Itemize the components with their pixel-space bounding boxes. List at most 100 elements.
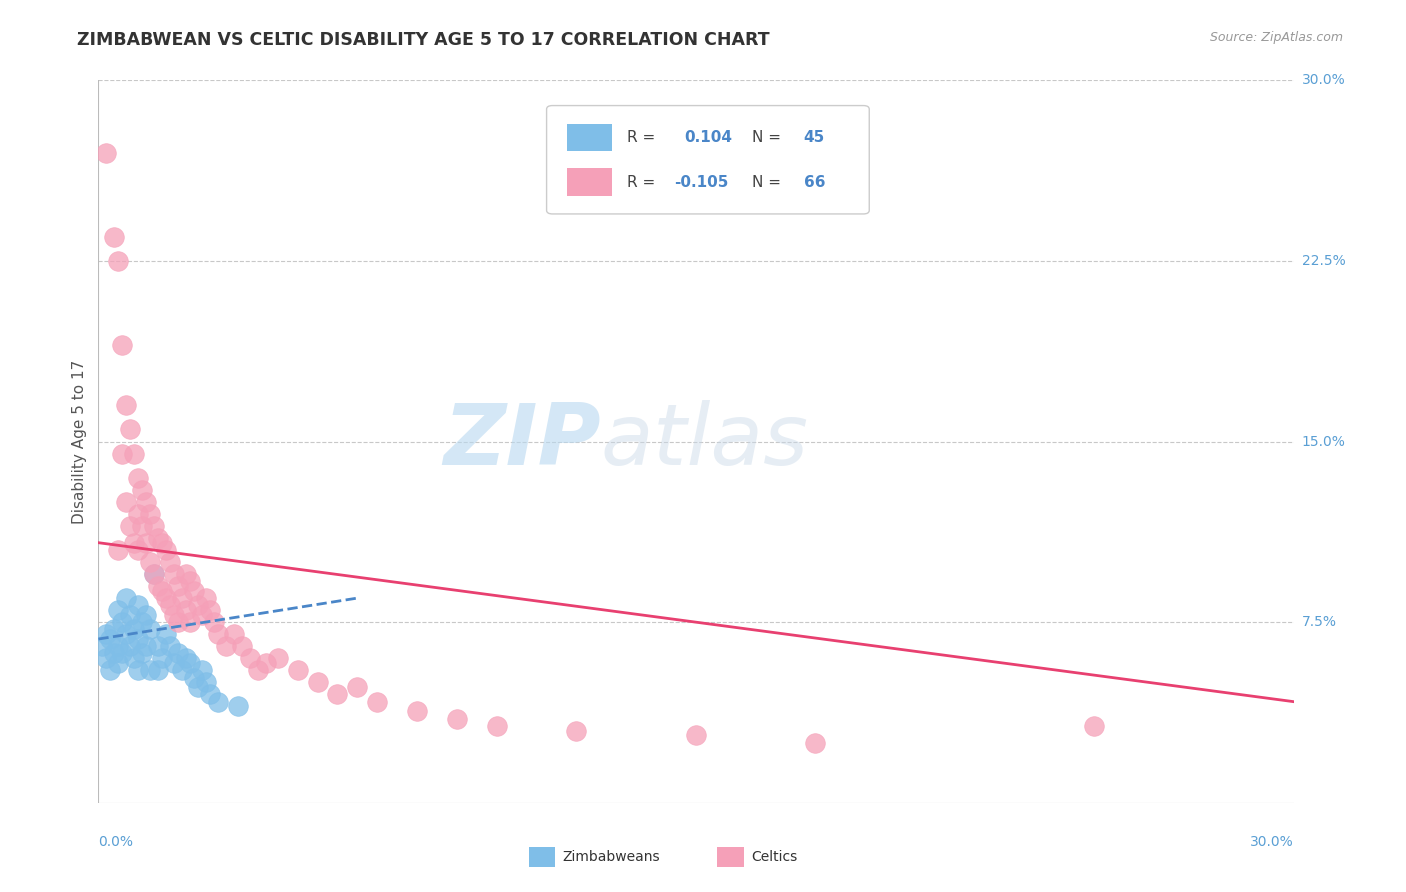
Point: [159, 599, 181, 613]
Text: Celtics: Celtics: [751, 850, 797, 864]
Point: [198, 687, 221, 701]
Point: [366, 695, 388, 709]
Point: [150, 651, 173, 665]
FancyBboxPatch shape: [717, 847, 744, 867]
Point: [124, 651, 146, 665]
Text: 45: 45: [804, 130, 825, 145]
Point: [139, 555, 162, 569]
Point: [148, 579, 170, 593]
FancyBboxPatch shape: [567, 169, 613, 195]
Point: [96, 145, 118, 160]
Point: [159, 639, 181, 653]
Point: [239, 651, 262, 665]
Text: Zimbabweans: Zimbabweans: [562, 850, 659, 864]
Point: [127, 542, 149, 557]
Point: [107, 639, 129, 653]
Point: [103, 647, 125, 661]
Point: [246, 664, 269, 678]
Point: [115, 398, 138, 412]
Point: [135, 535, 157, 549]
Point: [174, 651, 197, 665]
Point: [148, 531, 170, 545]
Point: [685, 728, 707, 742]
Point: [120, 607, 142, 622]
Point: [179, 574, 201, 589]
Point: [155, 591, 177, 605]
Point: [150, 535, 173, 549]
Point: [111, 615, 134, 630]
Text: R =: R =: [627, 130, 659, 145]
Point: [163, 607, 186, 622]
Point: [143, 567, 166, 582]
Point: [222, 627, 245, 641]
Point: [207, 695, 229, 709]
Point: [135, 494, 157, 508]
Point: [131, 483, 153, 497]
Point: [174, 567, 197, 582]
Point: [167, 615, 190, 630]
Point: [187, 599, 209, 613]
Point: [143, 518, 166, 533]
Point: [163, 567, 186, 582]
Point: [1083, 719, 1105, 733]
Point: [179, 615, 201, 630]
Point: [195, 675, 218, 690]
Text: N =: N =: [752, 130, 786, 145]
Point: [307, 675, 329, 690]
Text: ZIP: ZIP: [443, 400, 600, 483]
Point: [143, 567, 166, 582]
Point: [231, 639, 253, 653]
Text: ZIMBABWEAN VS CELTIC DISABILITY AGE 5 TO 17 CORRELATION CHART: ZIMBABWEAN VS CELTIC DISABILITY AGE 5 TO…: [77, 31, 770, 49]
Point: [183, 583, 205, 598]
Point: [207, 627, 229, 641]
Point: [167, 579, 190, 593]
Point: [565, 723, 588, 738]
Point: [115, 591, 138, 605]
Point: [124, 623, 146, 637]
Point: [215, 639, 238, 653]
Point: [120, 518, 142, 533]
Point: [226, 699, 249, 714]
Point: [127, 632, 149, 646]
Point: [155, 627, 177, 641]
Point: [103, 623, 125, 637]
Point: [135, 607, 157, 622]
Text: 30.0%: 30.0%: [1250, 835, 1294, 849]
Point: [127, 470, 149, 484]
Point: [96, 627, 118, 641]
Text: atlas: atlas: [600, 400, 808, 483]
Point: [96, 651, 118, 665]
Point: [120, 422, 142, 436]
Point: [155, 542, 177, 557]
Point: [139, 507, 162, 521]
Point: [446, 712, 468, 726]
Point: [346, 680, 368, 694]
Point: [179, 656, 201, 670]
Point: [167, 647, 190, 661]
Point: [98, 664, 122, 678]
Point: [115, 494, 138, 508]
Text: 0.0%: 0.0%: [98, 835, 134, 849]
Point: [804, 735, 827, 749]
Point: [98, 632, 122, 646]
Point: [174, 603, 197, 617]
Text: -0.105: -0.105: [675, 175, 728, 189]
Point: [127, 507, 149, 521]
Point: [111, 647, 134, 661]
Point: [198, 603, 221, 617]
Point: [191, 664, 214, 678]
Text: 7.5%: 7.5%: [1302, 615, 1337, 629]
Point: [148, 664, 170, 678]
Point: [183, 671, 205, 685]
Point: [124, 535, 146, 549]
FancyBboxPatch shape: [567, 124, 613, 152]
Text: Source: ZipAtlas.com: Source: ZipAtlas.com: [1209, 31, 1343, 45]
Point: [148, 639, 170, 653]
Point: [127, 599, 149, 613]
Point: [254, 656, 277, 670]
Point: [91, 639, 114, 653]
Point: [163, 656, 186, 670]
Text: 22.5%: 22.5%: [1302, 254, 1346, 268]
Point: [159, 555, 181, 569]
Point: [120, 639, 142, 653]
